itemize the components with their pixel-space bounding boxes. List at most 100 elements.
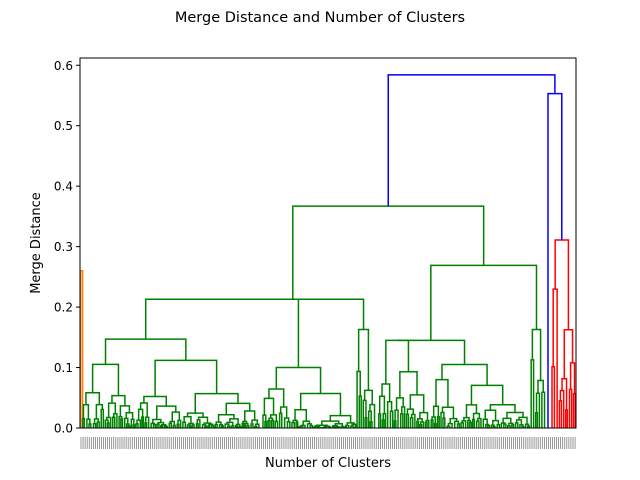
- dendrogram-link: [136, 419, 142, 428]
- dendrogram-link: [496, 423, 501, 428]
- y-axis: 0.0 0.1 0.2 0.3 0.4 0.5 0.6: [54, 59, 80, 436]
- dendrogram-link: [107, 402, 117, 418]
- dendrogram-link: [105, 416, 112, 428]
- dendrogram-link: [564, 409, 569, 428]
- dendrogram-link: [315, 424, 328, 427]
- dendrogram-links: [79, 74, 577, 429]
- y-tick-label: 0.1: [54, 361, 73, 375]
- dendrogram-link: [410, 413, 416, 428]
- dendrogram-link: [507, 424, 511, 428]
- dendrogram-link: [279, 406, 288, 418]
- dendrogram-link: [477, 417, 482, 428]
- dendrogram-link: [262, 414, 267, 428]
- dendrogram-link: [526, 425, 531, 428]
- dendrogram-link: [135, 423, 139, 428]
- dendrogram-link: [220, 424, 224, 428]
- dendrogram-link: [188, 425, 192, 428]
- dendrogram-link: [244, 422, 249, 428]
- dendrogram-link: [171, 411, 181, 422]
- dendrogram-link: [156, 423, 160, 428]
- dendrogram-link: [85, 392, 101, 405]
- dendrogram-link: [381, 383, 391, 402]
- dendrogram-link: [350, 425, 354, 428]
- dendrogram-link: [92, 422, 97, 428]
- dendrogram-link: [299, 425, 304, 428]
- dendrogram-link: [393, 420, 397, 428]
- dendrogram-link: [541, 391, 546, 428]
- dendrogram-link: [387, 74, 556, 207]
- dendrogram-link: [291, 421, 296, 428]
- dendrogram-link: [81, 417, 86, 428]
- dendrogram-link: [313, 425, 320, 428]
- y-tick-label: 0.0: [54, 422, 73, 436]
- dendrogram-link: [251, 419, 259, 425]
- dendrogram-link: [300, 424, 306, 428]
- dendrogram-link: [521, 425, 525, 428]
- dendrogram-link: [431, 416, 437, 424]
- dendrogram-link: [132, 424, 136, 428]
- dendrogram-link: [331, 425, 335, 428]
- dendrogram-link: [419, 421, 425, 428]
- dendrogram-link: [503, 423, 507, 428]
- dendrogram-link: [378, 395, 386, 415]
- dendrogram-link: [519, 423, 524, 428]
- dendrogram-link: [127, 425, 131, 428]
- dendrogram-link: [214, 423, 218, 428]
- dendrogram-link: [104, 419, 109, 428]
- dendrogram-link: [500, 422, 506, 428]
- dendrogram-link: [435, 378, 449, 408]
- dendrogram-link: [364, 416, 368, 428]
- chart-title: Merge Distance and Number of Clusters: [175, 10, 465, 26]
- dendrogram-link: [196, 419, 201, 428]
- dendrogram-link: [449, 417, 458, 424]
- dendrogram-link: [169, 420, 175, 426]
- dendrogram-link: [93, 418, 99, 424]
- dendrogram-link: [250, 423, 254, 428]
- y-tick-label: 0.5: [54, 119, 73, 133]
- dendrogram-link: [551, 365, 556, 428]
- dendrogram-link: [201, 423, 207, 428]
- dendrogram-link: [430, 419, 434, 428]
- dendrogram-link: [88, 423, 92, 428]
- dendrogram-link: [389, 410, 394, 428]
- dendrogram-link: [144, 422, 148, 428]
- x-axis-label: Number of Clusters: [265, 456, 391, 471]
- dendrogram-link: [137, 408, 144, 421]
- dendrogram-link: [125, 412, 134, 420]
- dendrogram-link: [340, 425, 345, 428]
- dendrogram-link: [386, 401, 393, 428]
- dendrogram-link: [515, 419, 523, 425]
- dendrogram-link: [406, 408, 414, 415]
- dendrogram-link: [222, 298, 365, 330]
- dendrogram-link: [309, 424, 314, 428]
- dendrogram-link: [460, 422, 464, 428]
- dendrogram-link: [79, 270, 84, 428]
- dendrogram-link: [409, 417, 414, 428]
- dendrogram-link: [95, 403, 104, 419]
- dendrogram-link: [334, 426, 340, 428]
- dendrogram-link: [524, 423, 530, 428]
- dendrogram-link: [416, 418, 423, 423]
- dendrogram-link: [254, 425, 258, 428]
- dendrogram-link: [160, 423, 167, 426]
- dendrogram-link: [537, 379, 544, 394]
- dendrogram-link: [440, 411, 445, 428]
- dendrogram-link: [561, 378, 568, 410]
- y-axis-label: Merge Distance: [29, 192, 44, 294]
- dendrogram-link: [441, 363, 488, 386]
- dendrogram-link: [210, 424, 215, 428]
- dendrogram-link: [465, 404, 478, 418]
- dendrogram-link: [381, 419, 385, 428]
- dendrogram-link: [489, 404, 516, 413]
- dendrogram-link: [382, 412, 387, 428]
- dendrogram-link: [419, 411, 429, 421]
- dendrogram-link: [91, 363, 120, 396]
- y-tick-label: 0.2: [54, 301, 73, 315]
- dendrogram-link: [82, 404, 90, 420]
- dendrogram-link: [226, 421, 234, 426]
- dendrogram-link: [208, 423, 214, 426]
- dendrogram-link: [329, 414, 352, 423]
- dendrogram-link: [344, 426, 348, 428]
- dendrogram-link: [346, 422, 355, 426]
